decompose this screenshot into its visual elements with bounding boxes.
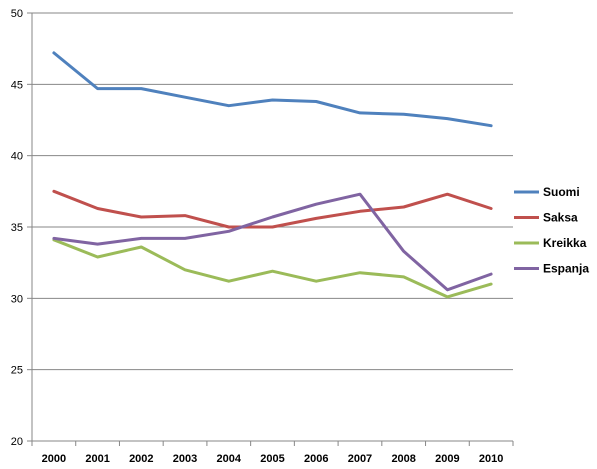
x-tick-label: 2010 xyxy=(479,453,503,465)
x-tick-label: 2006 xyxy=(304,453,328,465)
y-tick-label: 40 xyxy=(11,151,23,163)
x-tick-label: 2008 xyxy=(391,453,415,465)
y-tick-label: 30 xyxy=(11,293,23,305)
y-tick-label: 35 xyxy=(11,222,23,234)
axes xyxy=(27,12,514,446)
y-tick-label: 25 xyxy=(11,365,23,377)
gridlines xyxy=(32,12,513,371)
series-line-espanja xyxy=(52,192,493,292)
x-tick-label: 2004 xyxy=(217,453,242,465)
x-tick-label: 2007 xyxy=(348,453,372,465)
x-tick-label: 2000 xyxy=(42,453,66,465)
y-axis-tick-labels: 20 25 30 35 40 45 50 xyxy=(11,8,23,448)
series-line-saksa xyxy=(52,189,493,229)
series-lines xyxy=(52,51,493,299)
x-axis-tick-labels: 2000 2001 2002 2003 2004 2005 2006 2007 2008 2009… xyxy=(42,453,504,465)
legend-label-suomi: Suomi xyxy=(543,185,580,199)
legend: Suomi Saksa Kreikka Espanja xyxy=(514,185,589,276)
y-tick-label: 45 xyxy=(11,79,23,91)
legend-label-kreikka: Kreikka xyxy=(543,236,587,250)
x-tick-label: 2009 xyxy=(435,453,459,465)
legend-label-espanja: Espanja xyxy=(543,262,589,276)
series-line-kreikka xyxy=(52,238,493,299)
x-tick-label: 2003 xyxy=(173,453,197,465)
x-tick-label: 2002 xyxy=(129,453,153,465)
y-tick-label: 50 xyxy=(11,8,23,20)
x-tick-label: 2001 xyxy=(85,453,109,465)
y-tick-label: 20 xyxy=(11,436,23,448)
series-line-suomi xyxy=(52,51,493,128)
x-tick-label: 2005 xyxy=(260,453,284,465)
legend-label-saksa: Saksa xyxy=(543,211,578,225)
